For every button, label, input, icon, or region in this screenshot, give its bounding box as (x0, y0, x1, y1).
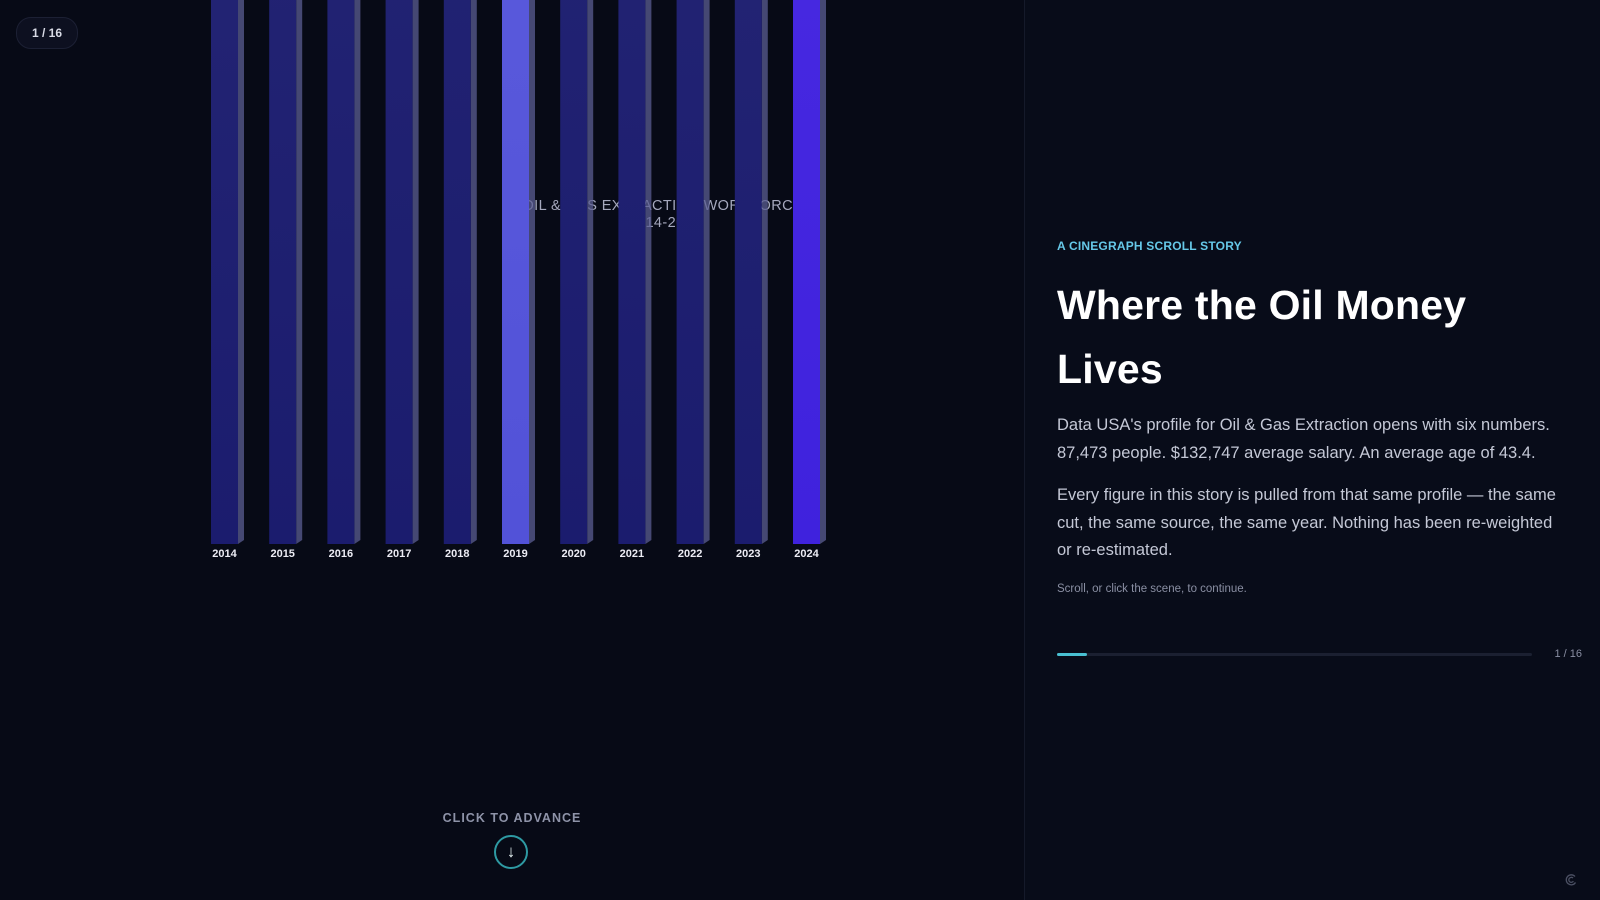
bar-side-2022 (703, 0, 710, 544)
bar-side-2018 (470, 0, 477, 544)
story-panel: A CINEGRAPH SCROLL STORY Where the Oil M… (1025, 0, 1600, 900)
bar-2018 (443, 0, 471, 544)
scroll-hint: Scroll, or click the scene, to continue. (1057, 583, 1247, 595)
arrow-down-icon: ↓ (506, 842, 516, 861)
bar-category-2017: 2017 (387, 548, 411, 560)
bar-side-2020 (587, 0, 594, 544)
bar-category-2019: 2019 (503, 548, 527, 560)
bar-2022 (676, 0, 704, 544)
bar-category-2021: 2021 (620, 548, 644, 560)
bar-category-2022: 2022 (678, 548, 702, 560)
bar-side-2024 (820, 0, 826, 544)
bar-2024 (793, 0, 820, 544)
bar-category-2014: 2014 (212, 548, 237, 560)
bar-side-2016 (354, 0, 361, 544)
bar-2023 (734, 0, 762, 544)
bar-side-2014 (238, 0, 244, 544)
bar-chart: 9494220141072442015115184201612002120171… (211, 0, 826, 560)
cinegraph-logo-icon (1565, 874, 1577, 886)
bar-side-2023 (761, 0, 768, 544)
bar-2014 (211, 0, 238, 544)
progress-bar[interactable] (1057, 653, 1532, 656)
story-kicker: A CINEGRAPH SCROLL STORY (1057, 239, 1242, 253)
bar-2016 (327, 0, 355, 545)
bar-category-2015: 2015 (270, 548, 294, 560)
chart-stage[interactable]: 1 / 16 OIL & GAS EXTRACTION WORKFORCE, 2… (0, 0, 1024, 900)
bar-2021 (618, 0, 646, 544)
bar-side-2021 (645, 0, 652, 544)
bar-side-2015 (296, 0, 303, 544)
bar-side-2017 (412, 0, 419, 544)
advance-label: CLICK TO ADVANCE (442, 811, 582, 825)
story-headline: Where the Oil Money Lives (1057, 282, 1467, 392)
progress-fill (1057, 653, 1087, 656)
page-indicator[interactable]: 1 / 16 (16, 17, 79, 49)
bar-category-2020: 2020 (561, 548, 585, 560)
panel-divider (1024, 0, 1025, 900)
bar-category-2018: 2018 (445, 548, 469, 560)
bar-side-2019 (529, 0, 535, 544)
advance-button[interactable]: ↓ (494, 835, 528, 869)
bar-category-2023: 2023 (736, 548, 760, 560)
story-paragraph-2: Every figure in this story is pulled fro… (1057, 486, 1556, 559)
bar-category-2024: 2024 (794, 548, 819, 560)
bar-category-2016: 2016 (329, 548, 353, 560)
bar-2017 (385, 0, 413, 544)
progress-count: 1 / 16 (1554, 648, 1582, 660)
bar-2020 (560, 0, 588, 544)
bar-2015 (269, 0, 297, 544)
bar-2019 (502, 0, 529, 544)
story-paragraph-1: Data USA's profile for Oil & Gas Extract… (1057, 416, 1550, 462)
